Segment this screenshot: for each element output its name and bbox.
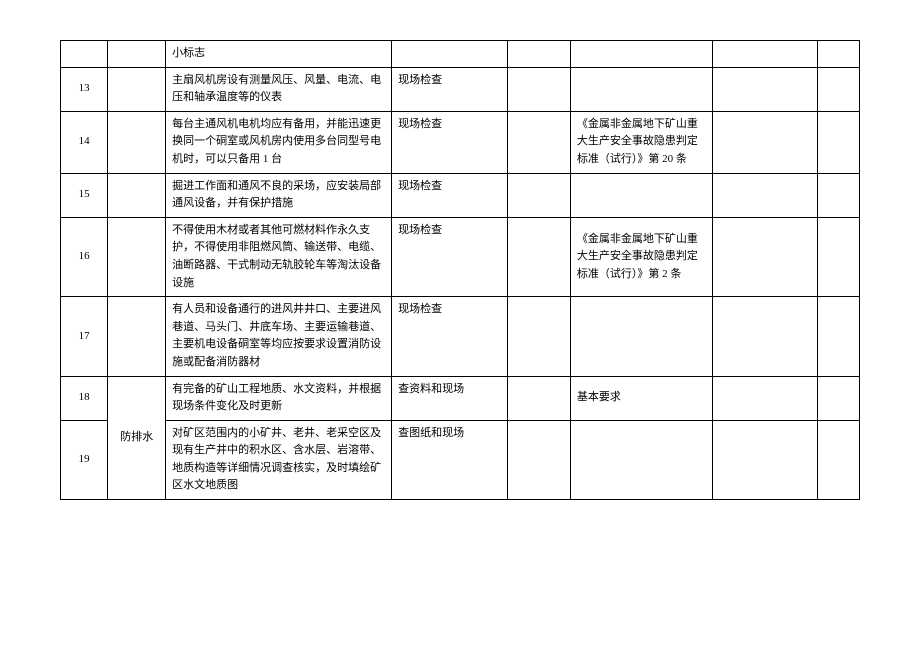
reference-cell <box>570 420 712 499</box>
inspection-table: 小标志13主扇风机房设有测量风压、风量、电流、电压和轴承温度等的仪表现场检查14… <box>60 40 860 500</box>
method-cell: 现场检查 <box>392 111 508 173</box>
table-row: 小标志 <box>61 41 860 68</box>
category-cell <box>108 217 166 296</box>
col5-cell <box>507 217 570 296</box>
col5-cell <box>507 420 570 499</box>
table-row: 18防排水有完备的矿山工程地质、水文资料，并根据现场条件变化及时更新查资料和现场… <box>61 376 860 420</box>
category-cell <box>108 111 166 173</box>
category-cell: 防排水 <box>108 376 166 500</box>
row-number: 15 <box>61 173 108 217</box>
reference-cell <box>570 67 712 111</box>
col5-cell <box>507 67 570 111</box>
col7-cell <box>712 217 817 296</box>
description-cell: 每台主通风机电机均应有备用，并能迅速更换同一个硐室或风机房内使用多台同型号电机时… <box>166 111 392 173</box>
col5-cell <box>507 111 570 173</box>
table-row: 13 主扇风机房设有测量风压、风量、电流、电压和轴承温度等的仪表现场检查 <box>61 67 860 111</box>
col7-cell <box>712 67 817 111</box>
col5-cell <box>507 41 570 68</box>
reference-cell <box>570 41 712 68</box>
col7-cell <box>712 173 817 217</box>
row-number: 18 <box>61 376 108 420</box>
col5-cell <box>507 376 570 420</box>
description-cell: 小标志 <box>166 41 392 68</box>
category-cell <box>108 173 166 217</box>
col7-cell <box>712 297 817 376</box>
category-cell <box>108 41 166 68</box>
method-cell: 查图纸和现场 <box>392 420 508 499</box>
row-number: 16 <box>61 217 108 296</box>
row-number: 19 <box>61 420 108 499</box>
row-number: 13 <box>61 67 108 111</box>
row-number: 17 <box>61 297 108 376</box>
category-cell <box>108 297 166 376</box>
col8-cell <box>817 41 859 68</box>
method-cell: 现场检查 <box>392 173 508 217</box>
method-cell: 现场检查 <box>392 217 508 296</box>
description-cell: 掘进工作面和通风不良的采场，应安装局部通风设备，并有保护措施 <box>166 173 392 217</box>
col8-cell <box>817 173 859 217</box>
description-cell: 主扇风机房设有测量风压、风量、电流、电压和轴承温度等的仪表 <box>166 67 392 111</box>
col8-cell <box>817 297 859 376</box>
reference-cell: 《金属非金属地下矿山重大生产安全事故隐患判定标准（试行）》第 20 条 <box>570 111 712 173</box>
method-cell: 查资料和现场 <box>392 376 508 420</box>
table-row: 14 每台主通风机电机均应有备用，并能迅速更换同一个硐室或风机房内使用多台同型号电… <box>61 111 860 173</box>
col8-cell <box>817 111 859 173</box>
col8-cell <box>817 376 859 420</box>
category-cell <box>108 67 166 111</box>
description-cell: 不得使用木材或者其他可燃材料作永久支护，不得使用非阻燃风筒、输送带、电缆、油断路… <box>166 217 392 296</box>
table-row: 17 有人员和设备通行的进风井井口、主要进风巷道、马头门、井底车场、主要运输巷道、… <box>61 297 860 376</box>
method-cell: 现场检查 <box>392 67 508 111</box>
col5-cell <box>507 173 570 217</box>
table-row: 16 不得使用木材或者其他可燃材料作永久支护，不得使用非阻燃风筒、输送带、电缆、油… <box>61 217 860 296</box>
col8-cell <box>817 217 859 296</box>
description-cell: 有人员和设备通行的进风井井口、主要进风巷道、马头门、井底车场、主要运输巷道、主要… <box>166 297 392 376</box>
col8-cell <box>817 67 859 111</box>
description-cell: 对矿区范围内的小矿井、老井、老采空区及现有生产井中的积水区、含水层、岩溶带、地质… <box>166 420 392 499</box>
method-cell: 现场检查 <box>392 297 508 376</box>
reference-cell: 《金属非金属地下矿山重大生产安全事故隐患判定标准（试行）》第 2 条 <box>570 217 712 296</box>
reference-cell: 基本要求 <box>570 376 712 420</box>
description-cell: 有完备的矿山工程地质、水文资料，并根据现场条件变化及时更新 <box>166 376 392 420</box>
table-row: 19 对矿区范围内的小矿井、老井、老采空区及现有生产井中的积水区、含水层、岩溶带、… <box>61 420 860 499</box>
col7-cell <box>712 376 817 420</box>
reference-cell <box>570 297 712 376</box>
col7-cell <box>712 41 817 68</box>
col5-cell <box>507 297 570 376</box>
table-row: 15 掘进工作面和通风不良的采场，应安装局部通风设备，并有保护措施现场检查 <box>61 173 860 217</box>
col7-cell <box>712 111 817 173</box>
col7-cell <box>712 420 817 499</box>
method-cell <box>392 41 508 68</box>
reference-cell <box>570 173 712 217</box>
col8-cell <box>817 420 859 499</box>
row-number <box>61 41 108 68</box>
row-number: 14 <box>61 111 108 173</box>
